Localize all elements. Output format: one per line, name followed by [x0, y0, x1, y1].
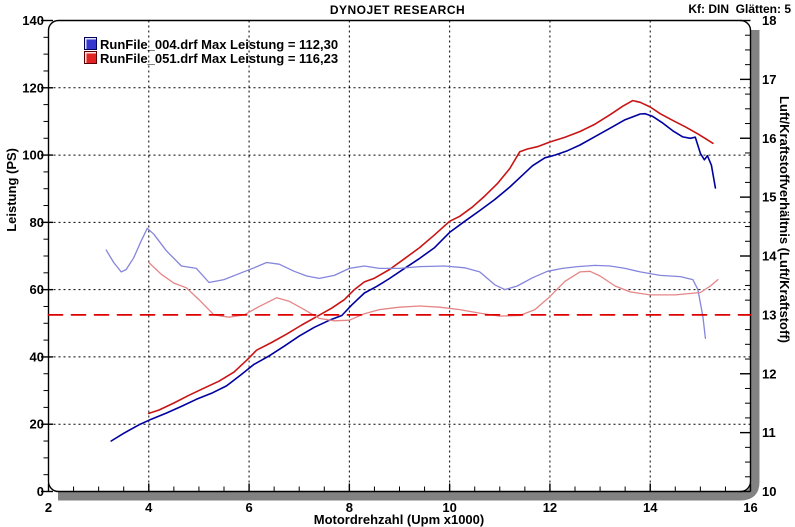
x-axis-label: Motordrehzahl (Upm x1000) [313, 512, 485, 527]
series-2-line [105, 227, 707, 340]
svg-text:6: 6 [245, 500, 252, 515]
series-3-line [148, 261, 719, 322]
series-0-line [110, 112, 717, 442]
chart-title: DYNOJET RESEARCH [329, 3, 466, 17]
legend-item-runfile-004[interactable]: RunFile_004.drf Max Leistung = 112,30 [84, 37, 339, 52]
plot-frame [47, 19, 752, 493]
svg-text:18: 18 [762, 13, 776, 28]
svg-text:17: 17 [762, 72, 776, 87]
svg-text:100: 100 [22, 148, 44, 163]
gridlines [48, 20, 751, 492]
svg-text:0: 0 [37, 484, 44, 499]
axis-ticks [41, 19, 752, 493]
svg-text:13: 13 [762, 307, 776, 322]
legend-item-runfile-051[interactable]: RunFile_051.drf Max Leistung = 116,23 [84, 51, 339, 66]
legend-swatch-red-icon [84, 51, 97, 64]
svg-text:140: 140 [22, 13, 44, 28]
svg-text:8: 8 [346, 500, 353, 515]
svg-text:10: 10 [762, 484, 776, 499]
svg-text:16: 16 [743, 500, 757, 515]
svg-text:16: 16 [762, 131, 776, 146]
frame-shadow [58, 30, 760, 501]
y-axis-label-right: Luft/Kraftstoffverhältnis (Luft/Kraftsto… [777, 96, 792, 343]
svg-text:120: 120 [22, 80, 44, 95]
svg-text:60: 60 [30, 282, 44, 297]
svg-text:12: 12 [543, 500, 557, 515]
legend-label: RunFile_004.drf Max Leistung = 112,30 [100, 37, 339, 52]
tick-labels: 2 4 6 8 10 12 14 16 0 20 40 60 80 100 120 140 10 11 12 13 14… [22, 13, 777, 515]
svg-text:4: 4 [145, 500, 153, 515]
svg-text:12: 12 [762, 366, 776, 381]
svg-text:40: 40 [30, 349, 44, 364]
legend: RunFile_004.drf Max Leistung = 112,30 Ru… [84, 37, 339, 66]
legend-label: RunFile_051.drf Max Leistung = 116,23 [100, 51, 339, 66]
smoothing-settings-text: Kf: DIN Glätten: 5 [688, 2, 791, 16]
series-1-line [148, 99, 714, 415]
svg-text:20: 20 [30, 417, 44, 432]
legend-swatch-blue-icon [84, 37, 97, 50]
svg-text:15: 15 [762, 190, 776, 205]
svg-text:14: 14 [762, 249, 777, 264]
svg-text:2: 2 [45, 500, 52, 515]
svg-text:11: 11 [762, 425, 776, 440]
svg-text:10: 10 [442, 500, 456, 515]
y-axis-label-left: Leistung (PS) [4, 148, 19, 232]
svg-text:80: 80 [30, 215, 44, 230]
svg-text:14: 14 [643, 500, 658, 515]
